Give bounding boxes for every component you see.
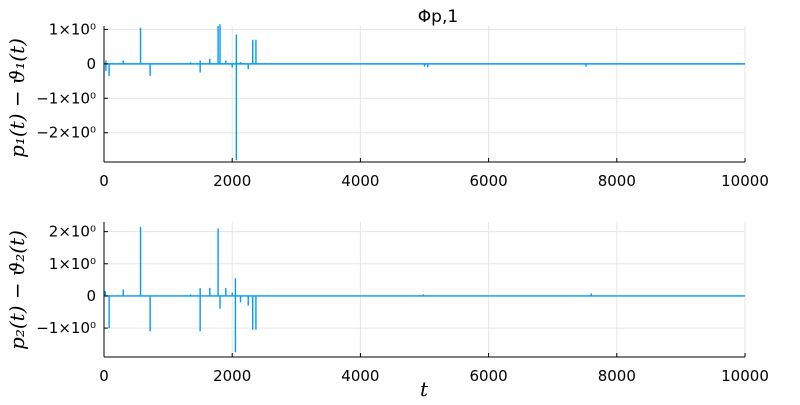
subplot-1-ticks: 0 2000 4000 6000 8000 10000 1×10⁰ 0 −1×10⁰ −2×10⁰ [36, 20, 769, 190]
subplot-2-y-tick-label-1: 1×10⁰ [49, 255, 96, 273]
subplot-2-x-tick-label-4: 8000 [598, 367, 636, 385]
subplot-1-x-tick-label-2: 4000 [341, 172, 379, 190]
subplot-2-x-tick-label-3: 6000 [470, 367, 508, 385]
subplot-2-y-tick-label-0: 2×10⁰ [49, 223, 96, 241]
subplot-1-y-tick-label-0: 1×10⁰ [49, 20, 96, 38]
subplot-1-y-axis-label: p₁(t) − ϑ₁(t) [5, 38, 29, 158]
subplot-1-series [104, 24, 745, 161]
subplot-1-x-tick-label-3: 6000 [470, 172, 508, 190]
subplot-2: 0 2000 4000 6000 8000 100002×10⁰1×10⁰0−1×10⁰ … [5, 222, 769, 401]
subplot-2-x-tick-label-1: 2000 [213, 367, 251, 385]
subplot-1-y-tick-label-3: −2×10⁰ [36, 124, 96, 142]
subplot-1-y-tick-label-1: 0 [86, 55, 96, 73]
subplot-2-axes [103, 222, 745, 358]
subplot-2-x-tick-label-5: 10000 [721, 367, 769, 385]
subplot-1-grid [103, 26, 746, 162]
subplot-2-ticks: 0 2000 4000 6000 8000 10000 2×10⁰ 1×10⁰ 0 −1×10⁰ [36, 223, 769, 385]
subplot-1-axes [103, 26, 745, 163]
subplot-2-y-tick-label-3: −1×10⁰ [36, 319, 96, 337]
subplot-1-x-tick-label-1: 2000 [213, 172, 251, 190]
subplot-1-title: Φp,1 [418, 7, 458, 27]
subplot-2-x-tick-label-0: 0 [99, 367, 109, 385]
subplot-1-x-tick-label-0: 0 [99, 172, 109, 190]
subplot-1-y-tick-label-2: −1×10⁰ [36, 89, 96, 107]
subplot-1-x-tick-label-5: 10000 [721, 172, 769, 190]
subplot-1-x-tick-label-4: 8000 [598, 172, 636, 190]
subplot-2-x-tick-label-2: 4000 [341, 367, 379, 385]
subplot-2-x-axis-label: t [420, 377, 429, 400]
subplot-2-y-tick-label-2: 0 [86, 287, 96, 305]
subplot-1: 0 2000 4000 6000 8000 10000 1×10⁰ 0 −1×10⁰ −2×10⁰… [5, 7, 769, 190]
subplot-2-series [104, 226, 745, 353]
subplot-2-y-axis-label: p₂(t) − ϑ₂(t) [5, 230, 29, 350]
